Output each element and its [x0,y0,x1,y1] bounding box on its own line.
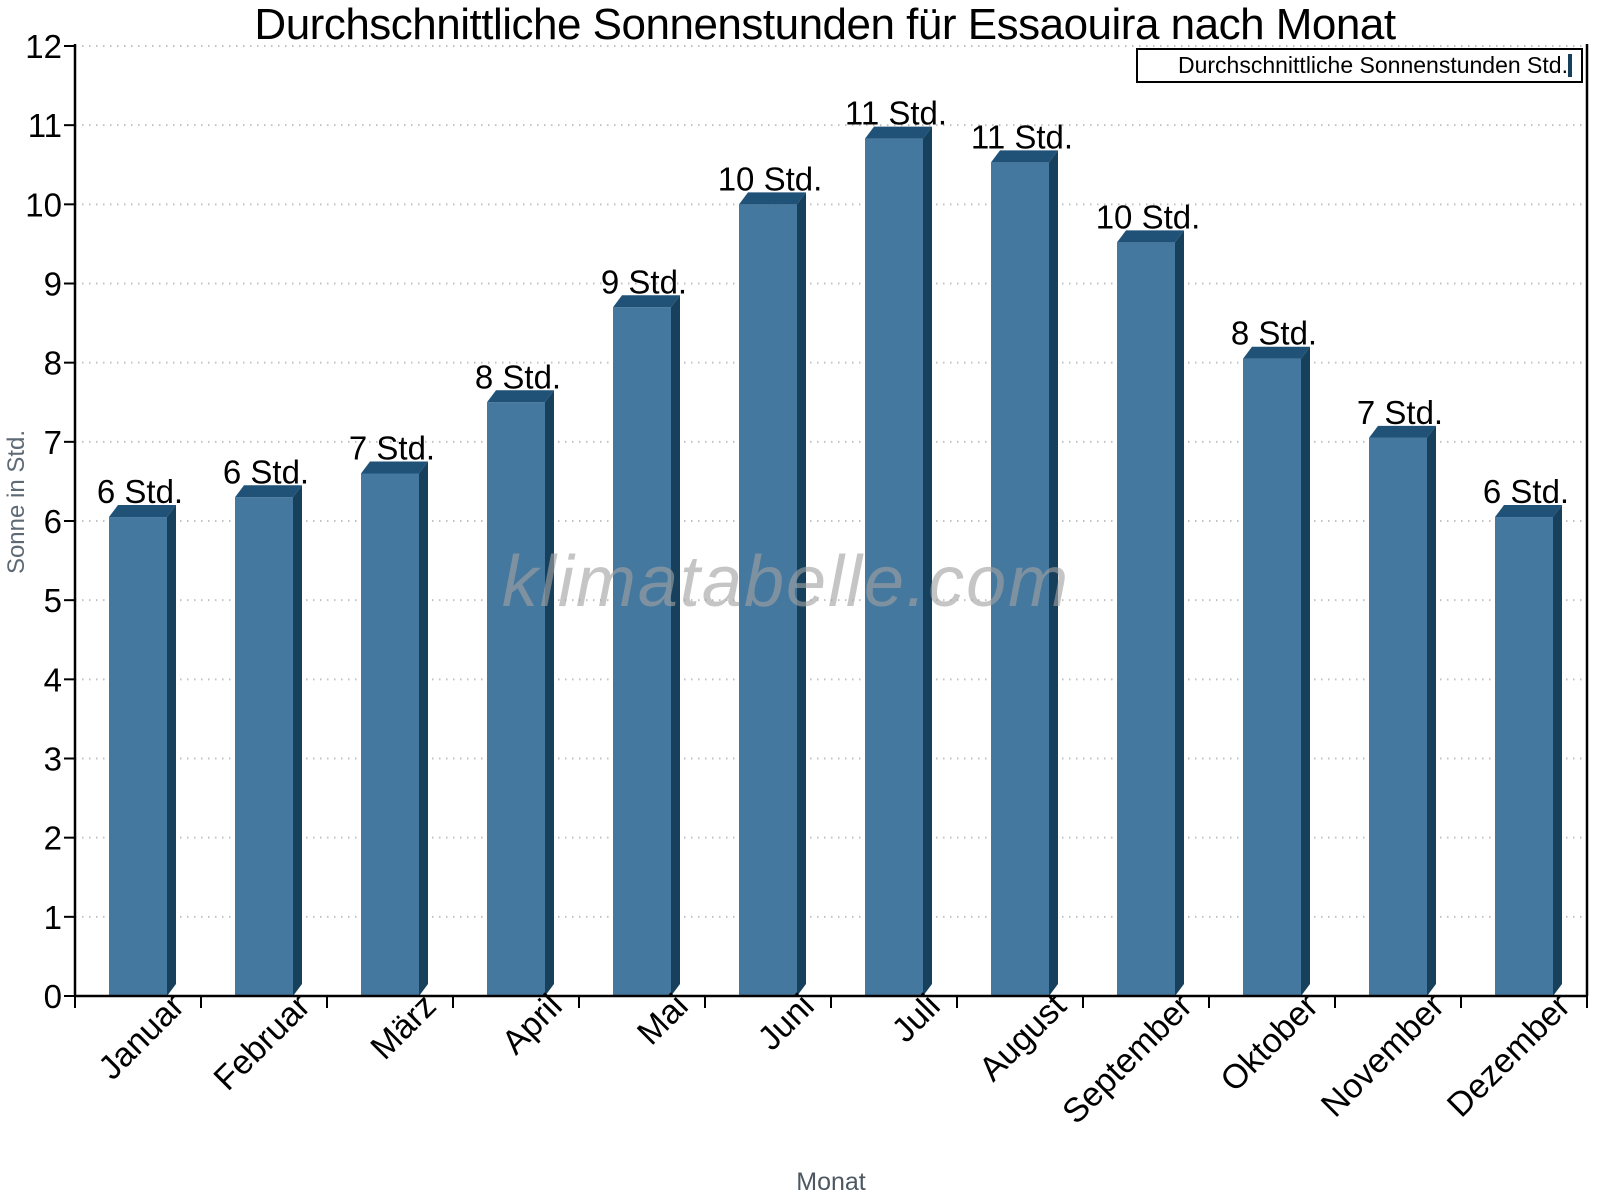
y-tick-label: 2 [44,820,62,857]
chart-title: Durchschnittliche Sonnenstunden für Essa… [254,0,1396,49]
bar-side-face [293,485,302,996]
bar-top-face [1369,425,1436,438]
y-tick-label: 0 [44,978,62,1015]
y-tick-label: 6 [44,503,62,540]
bar-juni: 10 Std. [718,160,823,997]
bar-value-label: 6 Std. [1483,473,1569,510]
bar-side-face [1553,505,1562,996]
bar-value-label: 10 Std. [1096,198,1201,235]
bar-front-face [991,162,1049,996]
bar-mai: 9 Std. [601,263,687,996]
bars: 6 Std. 6 Std. 7 Std. 8 Std. 9 Std. 10 Std. 11 … [97,95,1569,997]
bar-side-face [1427,425,1436,996]
bar-top-face [1495,505,1562,518]
bar-front-face [235,497,293,996]
bar-side-face [545,390,554,996]
y-tick-label: 9 [44,266,62,303]
bar-top-face [109,505,176,518]
bar-side-face [923,126,932,996]
bar-front-face [1243,358,1301,996]
bar-oktober: 8 Std. [1231,315,1317,996]
x-tick-label: Februar [207,987,318,1098]
x-tick-label: März [363,987,443,1067]
bar-front-face [1369,437,1427,996]
bar-value-label: 8 Std. [1231,315,1317,352]
bar-august: 11 Std. [971,118,1073,996]
gridlines [75,45,1587,918]
watermark: klimatabelle.com [501,542,1071,622]
x-tick-label: Juni [751,987,822,1058]
bar-side-face [1175,230,1184,997]
bar-side-face [797,192,806,997]
y-tick-label: 4 [44,661,62,698]
bar-november: 7 Std. [1357,394,1443,996]
bar-side-face [671,295,680,996]
y-tick-label: 8 [44,345,62,382]
bar-top-face [1243,346,1310,359]
x-tick-label: April [495,987,570,1062]
bar-value-label: 11 Std. [845,95,947,132]
bar-front-face [1495,517,1553,996]
x-tick-label: Januar [91,987,191,1087]
bar-side-face [1049,150,1058,996]
bar-side-face [167,505,176,996]
legend-swatch-icon [1567,54,1572,77]
y-tick-label: 11 [28,107,62,144]
x-tick-label: August [972,986,1074,1088]
y-tick-label: 1 [44,899,62,936]
y-axis-title: Sonne in Std. [3,429,30,575]
bar-top-face [1117,230,1184,243]
bar-front-face [739,204,797,997]
x-tick-label: September [1055,987,1199,1131]
bar-top-face [991,150,1058,163]
bar-september: 10 Std. [1096,198,1201,997]
bar-side-face [1301,346,1310,996]
bar-top-face [865,126,932,139]
y-tick-label: 3 [44,741,62,778]
x-ticks: Januar Februar März April Mai Juni Juli AugustS… [74,986,1588,1131]
bar-value-label: 10 Std. [718,160,823,197]
bar-value-label: 7 Std. [349,430,435,467]
bar-front-face [613,307,671,996]
bar-side-face [419,461,428,996]
y-tick-label: 5 [44,582,62,619]
bar-value-label: 9 Std. [601,263,687,300]
bar-top-face [361,461,428,474]
bar-value-label: 11 Std. [971,118,1073,155]
bar-dezember: 6 Std. [1483,473,1569,996]
y-tick-label: 10 [25,186,62,223]
bar-front-face [1117,242,1175,997]
legend: Durchschnittliche Sonnenstunden Std. [1136,48,1583,83]
legend-label: Durchschnittliche Sonnenstunden Std. [1178,52,1568,78]
x-tick-label: Oktober [1213,987,1325,1099]
bar-front-face [361,473,419,996]
bar-april: 8 Std. [475,358,561,996]
bar-januar: 6 Std. [97,473,183,996]
bar-front-face [487,402,545,996]
bar-front-face [109,517,167,996]
y-tick-label: 12 [25,28,62,65]
x-axis-title: Monat [796,1168,866,1196]
bar-value-label: 7 Std. [1357,394,1443,431]
bar-value-label: 6 Std. [223,453,309,490]
bar-value-label: 6 Std. [97,473,183,510]
bar-juli: 11 Std. [845,95,947,996]
bar-top-face [487,390,554,403]
bar-top-face [235,485,302,498]
bar-value-label: 8 Std. [475,358,561,395]
bar-februar: 6 Std. [223,453,309,996]
y-tick-label: 7 [44,424,62,461]
bar-front-face [865,138,923,996]
bar-top-face [613,295,680,308]
bar-märz: 7 Std. [349,430,435,996]
bar-top-face [739,192,806,205]
